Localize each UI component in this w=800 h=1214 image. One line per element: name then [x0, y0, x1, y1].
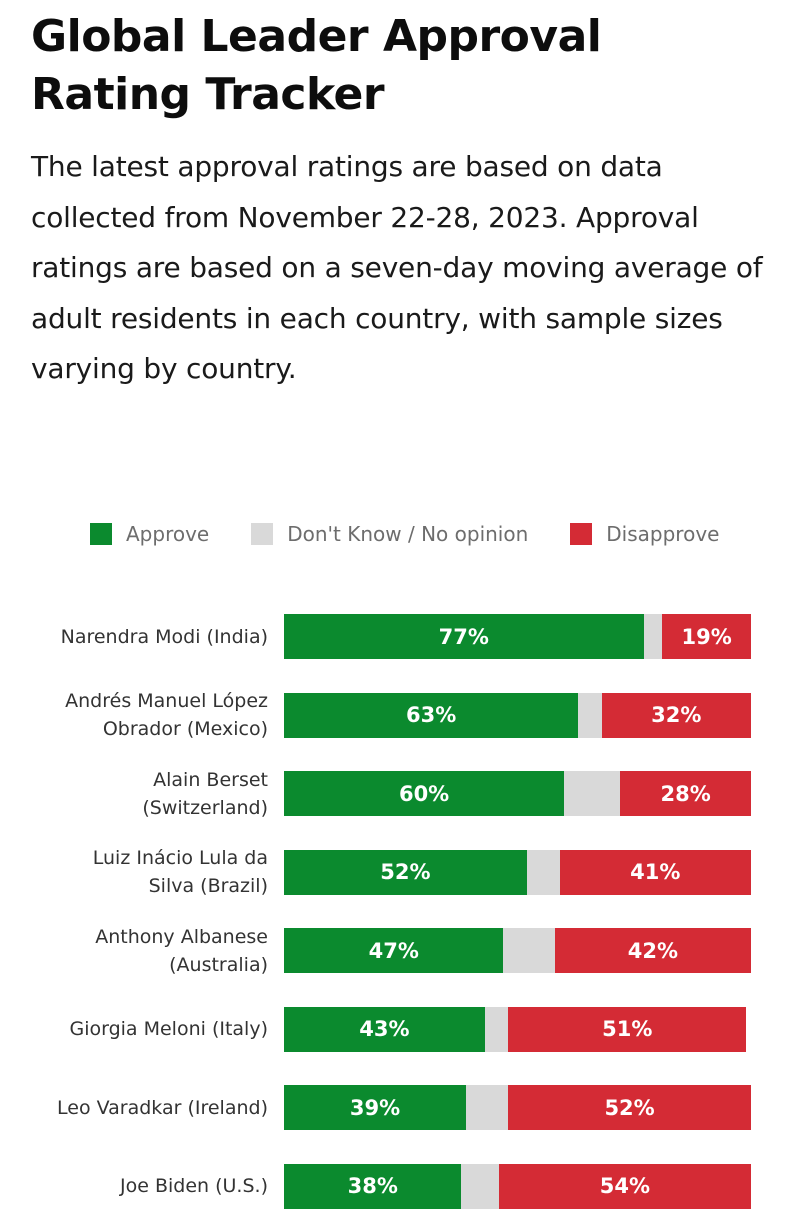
- category-label: Alain Berset (Switzerland): [18, 766, 268, 822]
- bar-segment-disapprove: [508, 1085, 751, 1130]
- bar-segment-approve: [284, 1085, 467, 1130]
- data-label-disapprove: 41%: [630, 860, 681, 884]
- data-label-disapprove: 19%: [681, 624, 732, 649]
- data-label-disapprove: 28%: [660, 781, 711, 806]
- legend-swatch-dont-know: [251, 523, 274, 545]
- bar-segment-dont-know: [484, 1006, 509, 1052]
- data-label-disapprove: 32%: [651, 703, 702, 727]
- data-label-approve: 43%: [359, 1017, 410, 1041]
- bar-segment-approve: [284, 771, 565, 816]
- legend-swatch-approve: [90, 523, 112, 545]
- legend-label-disapprove: Disapprove: [606, 522, 720, 546]
- legend-item-approve: Approve: [90, 522, 209, 546]
- data-label-approve: 60%: [398, 781, 450, 806]
- bar-segment-disapprove: [508, 1006, 747, 1052]
- category-label-line: Leo Varadkar (Ireland): [57, 1096, 268, 1119]
- category-label-line: Narendra Modi (India): [60, 625, 268, 648]
- bar-segment-disapprove: [620, 771, 751, 816]
- data-label-approve: 39%: [349, 1095, 401, 1120]
- bar-segment-disapprove: [554, 928, 751, 973]
- category-label-line: (Switzerland): [142, 796, 268, 819]
- category-label: Luiz Inácio Lula da Silva (Brazil): [18, 844, 268, 900]
- data-label-approve: 52%: [380, 860, 431, 884]
- bar-segment-disapprove: [498, 1163, 751, 1209]
- bar-segment-dont-know: [643, 614, 663, 659]
- bar-segment-approve: [284, 692, 579, 738]
- chart-legend: Approve Don't Know / No opinion Disappro…: [90, 520, 719, 548]
- page-subtitle: The latest approval ratings are based on…: [31, 150, 763, 385]
- bar-segment-disapprove: [601, 692, 751, 738]
- bar-segment-approve: [284, 614, 644, 659]
- data-label-approve: 38%: [347, 1174, 398, 1198]
- data-label-approve: 63%: [405, 703, 457, 727]
- category-label: Joe Biden (U.S.): [18, 1172, 268, 1200]
- data-label-disapprove: 51%: [602, 1017, 653, 1041]
- page-title: Global Leader Approval Rating Tracker: [31, 11, 602, 120]
- legend-label-approve: Approve: [126, 522, 210, 546]
- bar-segment-dont-know: [461, 1163, 499, 1209]
- bar-segment-dont-know: [466, 1085, 509, 1130]
- category-label: Andrés Manuel López Obrador (Mexico): [18, 687, 268, 743]
- category-label-line: (Australia): [169, 953, 268, 976]
- data-label-disapprove: 54%: [599, 1174, 651, 1198]
- legend-label-dont-know: Don't Know / No opinion: [287, 522, 529, 546]
- bar-segment-dont-know: [578, 692, 602, 738]
- bar-segment-approve: [284, 849, 527, 895]
- bar-segment-dont-know: [526, 849, 560, 895]
- category-label-line: Anthony Albanese: [95, 925, 268, 948]
- data-label-approve: 47%: [368, 938, 419, 963]
- category-label: Leo Varadkar (Ireland): [18, 1094, 268, 1122]
- category-label-line: Alain Berset: [153, 768, 268, 791]
- legend-item-dont-know: Don't Know / No opinion: [251, 522, 528, 546]
- category-label: Giorgia Meloni (Italy): [18, 1015, 268, 1043]
- bar-segment-disapprove: [662, 614, 751, 659]
- legend-item-disapprove: Disapprove: [570, 522, 719, 546]
- bar-segment-approve: [284, 1006, 485, 1052]
- bar-segment-dont-know: [564, 771, 621, 816]
- bar-segment-approve: [284, 928, 504, 973]
- category-label: Anthony Albanese (Australia): [18, 923, 268, 979]
- category-label-line: Joe Biden (U.S.): [120, 1175, 268, 1197]
- bar-segment-approve: [284, 1163, 462, 1209]
- category-label-line: Silva (Brazil): [148, 875, 268, 897]
- bar-segment-disapprove: [559, 849, 751, 895]
- category-label-line: Luiz Inácio Lula da: [92, 847, 268, 869]
- data-label-disapprove: 52%: [604, 1095, 655, 1120]
- legend-swatch-disapprove: [570, 523, 593, 545]
- bar-segment-dont-know: [503, 928, 555, 973]
- category-label-line: Andrés Manuel López: [65, 690, 268, 712]
- data-label-approve: 77%: [438, 624, 489, 649]
- category-label-line: Obrador (Mexico): [102, 718, 268, 740]
- category-label-line: Giorgia Meloni (Italy): [69, 1018, 268, 1040]
- category-label: Narendra Modi (India): [18, 623, 268, 651]
- data-label-disapprove: 42%: [627, 938, 679, 963]
